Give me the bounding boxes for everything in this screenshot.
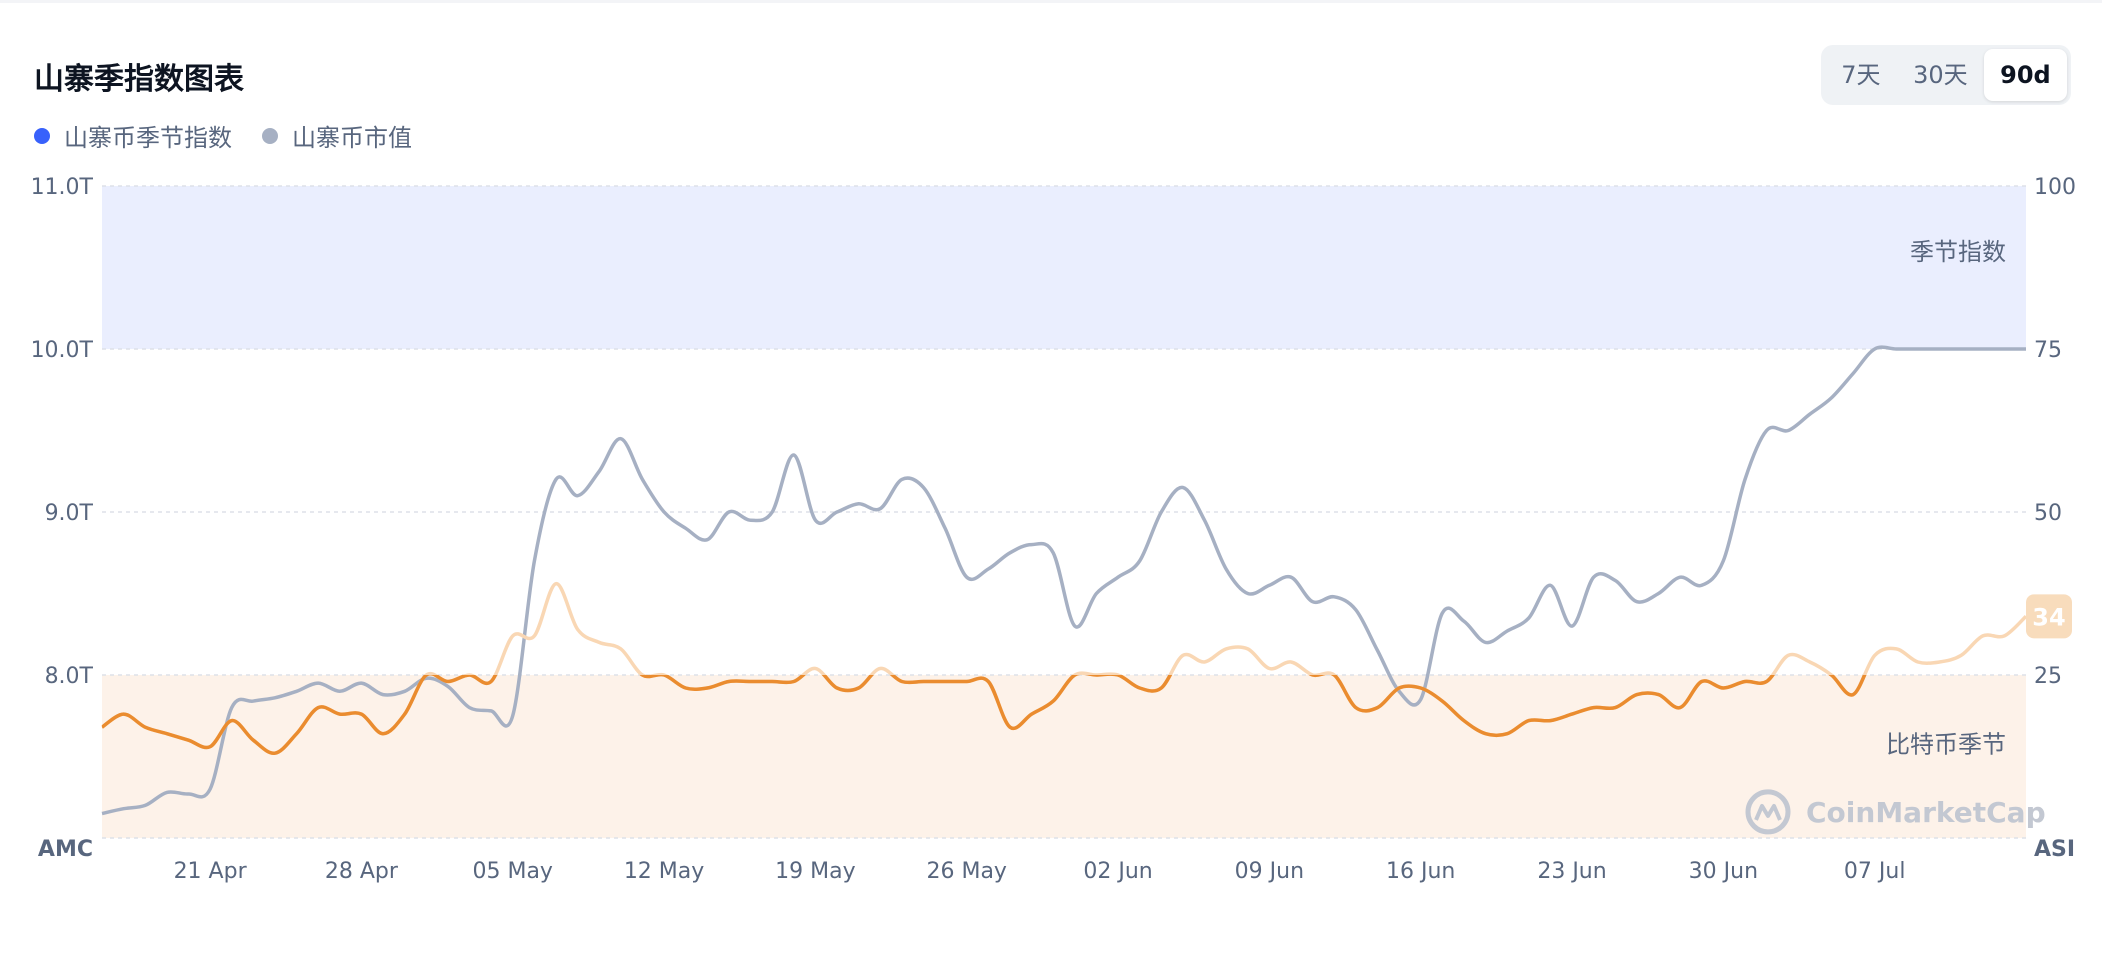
left-axis-label: AMC	[38, 837, 93, 862]
bitcoin-season-zone	[102, 675, 2026, 838]
x-axis-tick: 19 May	[775, 859, 855, 884]
x-axis-tick: 09 Jun	[1235, 859, 1304, 884]
x-axis-tick: 16 Jun	[1386, 859, 1455, 884]
series-line-market-cap	[101, 345, 2026, 816]
left-axis-tick: 11.0T	[31, 175, 94, 200]
latest-value-badge	[2026, 594, 2072, 639]
x-axis-tick: 26 May	[926, 859, 1006, 884]
watermark-text: CoinMarketCap	[1806, 796, 2046, 829]
right-axis-tick: 100	[2034, 175, 2076, 200]
zone-label-bitcoin-season: 比特币季节	[1886, 730, 2006, 758]
left-axis-tick: 9.0T	[45, 501, 94, 526]
top-divider	[0, 0, 2102, 3]
range-button-90d[interactable]: 90d	[1983, 49, 2067, 101]
legend-item-market-cap[interactable]: 山寨币市值	[262, 118, 412, 153]
right-axis-tick: 50	[2034, 501, 2062, 526]
latest-value-badge-text: 34	[2032, 603, 2065, 631]
x-axis-tick: 21 Apr	[174, 859, 248, 884]
left-axis-tick: 8.0T	[45, 664, 94, 689]
series-line-altseason-index	[102, 675, 1867, 755]
legend-dot-gray-icon	[262, 127, 278, 144]
legend-label: 山寨币季节指数	[64, 124, 232, 152]
x-axis-tick: 07 Jul	[1844, 859, 1906, 884]
altcoin-season-zone	[102, 186, 2026, 349]
right-axis-tick: 75	[2034, 338, 2062, 363]
x-axis-tick: 30 Jun	[1689, 859, 1758, 884]
chart-title: 山寨季指数图表	[34, 62, 244, 97]
zone-label-altcoin-season: 季节指数	[1910, 238, 2006, 266]
legend-item-altseason-index[interactable]: 山寨币季节指数	[34, 118, 232, 153]
x-axis-tick: 05 May	[472, 859, 552, 884]
legend-label: 山寨币市值	[292, 124, 412, 152]
coinmarketcap-logo-mark-icon	[1754, 803, 1782, 821]
legend-dot-blue-icon	[34, 127, 50, 144]
right-axis-tick: 25	[2034, 664, 2062, 689]
x-axis-tick: 28 Apr	[325, 859, 399, 884]
left-axis-tick: 10.0T	[31, 338, 94, 363]
coinmarketcap-logo-icon	[1745, 789, 1791, 835]
range-button-30d[interactable]: 30天	[1913, 61, 1968, 89]
range-button-7d[interactable]: 7天	[1841, 61, 1881, 89]
right-axis-label: ASI	[2034, 837, 2075, 862]
x-axis-tick: 02 Jun	[1083, 859, 1152, 884]
time-range-selector: 7天 30天 90d	[1821, 45, 2071, 105]
x-axis-tick: 23 Jun	[1537, 859, 1606, 884]
x-axis-tick: 12 May	[624, 859, 704, 884]
chart-legend: 山寨币季节指数 山寨币市值	[34, 118, 412, 153]
